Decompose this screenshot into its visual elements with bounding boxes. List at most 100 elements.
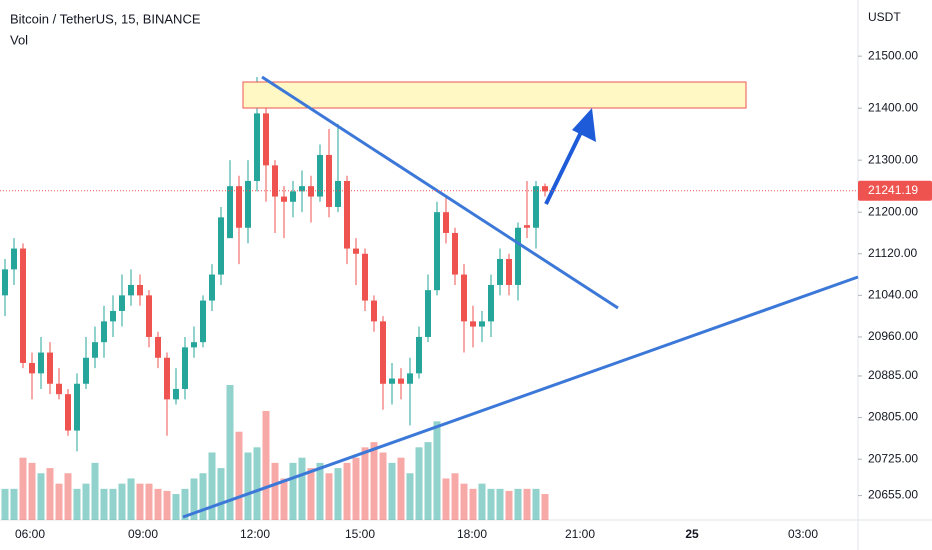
x-tick-label: 09:00 bbox=[128, 527, 158, 541]
volume-bar bbox=[289, 462, 297, 520]
candle-body bbox=[479, 321, 485, 327]
volume-bar bbox=[532, 488, 540, 520]
candle-body bbox=[497, 258, 503, 285]
volume-bar bbox=[19, 457, 27, 520]
axis-layer: 21500.00 21400.00 21300.00 21200.00 21120.00… bbox=[0, 48, 932, 541]
candle-body bbox=[290, 191, 296, 202]
x-tick-label: 18:00 bbox=[457, 527, 487, 541]
volume-bar bbox=[46, 468, 54, 520]
candle-body bbox=[416, 336, 422, 374]
y-tick-label: 21300.00 bbox=[868, 152, 918, 166]
volume-bar bbox=[163, 490, 171, 520]
volume-bar bbox=[73, 488, 81, 520]
volume-bar bbox=[433, 421, 441, 520]
y-tick-label: 21200.00 bbox=[868, 204, 918, 218]
volume-bar bbox=[379, 452, 387, 520]
candle-body bbox=[272, 165, 278, 197]
candle-body bbox=[56, 383, 62, 395]
x-tick-label: 15:00 bbox=[345, 527, 375, 541]
volume-bar bbox=[10, 488, 18, 520]
candle-body bbox=[173, 388, 179, 400]
candle-body bbox=[11, 248, 17, 270]
candle-body bbox=[533, 186, 539, 228]
volume-bar bbox=[1, 488, 9, 520]
candle-body bbox=[227, 186, 233, 239]
candle-body bbox=[209, 274, 215, 301]
x-tick-label: 21:00 bbox=[565, 527, 595, 541]
y-tick-label: 21120.00 bbox=[868, 246, 917, 260]
candle-body bbox=[92, 342, 98, 358]
volume-bar bbox=[469, 488, 477, 520]
candle-body bbox=[38, 352, 44, 374]
volume-bar bbox=[82, 483, 90, 520]
candle-body bbox=[146, 295, 152, 337]
volume-bar bbox=[55, 483, 63, 520]
volume-bar bbox=[307, 468, 315, 520]
x-tick-label: 03:00 bbox=[788, 527, 818, 541]
candle-body bbox=[407, 373, 413, 384]
candle-body bbox=[371, 300, 377, 322]
volume-bar bbox=[451, 473, 459, 520]
candle-body bbox=[83, 357, 89, 384]
candle-body bbox=[29, 362, 35, 374]
volume-bar bbox=[127, 478, 135, 520]
candle-body bbox=[524, 225, 530, 228]
x-tick-label: 12:00 bbox=[240, 527, 270, 541]
axis-unit: USDT bbox=[868, 10, 901, 24]
y-tick-label: 21400.00 bbox=[868, 100, 918, 114]
volume-bar bbox=[298, 457, 306, 520]
candle-body bbox=[461, 274, 467, 322]
trend-line-down bbox=[261, 75, 619, 310]
candle-body bbox=[164, 357, 170, 400]
volume-bar bbox=[244, 452, 252, 520]
volume-bar bbox=[28, 462, 36, 520]
candle-body bbox=[434, 212, 440, 291]
candle-body bbox=[191, 342, 197, 348]
volume-bar bbox=[460, 483, 468, 520]
candle-body bbox=[101, 321, 107, 343]
volume-bar bbox=[352, 457, 360, 520]
last-price-label: 21241.19 bbox=[868, 183, 918, 197]
volume-bar bbox=[514, 488, 522, 520]
volume-bar bbox=[226, 385, 234, 520]
trend-line-up bbox=[182, 275, 859, 519]
volume-bar bbox=[37, 473, 45, 520]
indicator-label: Vol bbox=[10, 32, 28, 47]
candle-body bbox=[344, 180, 350, 249]
volume-bar bbox=[361, 447, 369, 520]
volume-bar bbox=[280, 478, 288, 520]
candle-body bbox=[425, 290, 431, 337]
candle-body bbox=[299, 186, 305, 192]
candle-body bbox=[155, 336, 161, 358]
candle-body bbox=[200, 300, 206, 343]
y-tick-label: 20960.00 bbox=[868, 329, 918, 343]
candle-body bbox=[515, 227, 521, 285]
volume-bar bbox=[199, 473, 207, 520]
candle-body bbox=[506, 258, 512, 285]
volume-bar bbox=[253, 447, 261, 520]
volume-bar bbox=[388, 462, 396, 520]
x-tick-label: 25 bbox=[685, 527, 699, 541]
volume-bar bbox=[154, 488, 162, 520]
volume-bar bbox=[541, 494, 549, 520]
volume-layer bbox=[1, 385, 549, 520]
candle-body bbox=[263, 113, 269, 166]
y-tick-label: 20725.00 bbox=[868, 451, 918, 465]
volume-bar bbox=[217, 468, 225, 520]
candle-body bbox=[20, 248, 26, 363]
y-tick-label: 21040.00 bbox=[868, 288, 918, 302]
candle-body bbox=[245, 180, 251, 228]
volume-bar bbox=[397, 457, 405, 520]
volume-bar bbox=[172, 494, 180, 520]
candle-body bbox=[308, 186, 314, 197]
y-tick-label: 21500.00 bbox=[868, 48, 918, 62]
candle-body bbox=[110, 310, 116, 322]
volume-bar bbox=[523, 488, 531, 520]
volume-bar bbox=[100, 488, 108, 520]
volume-bar bbox=[145, 483, 153, 520]
last-price-badge bbox=[858, 180, 932, 201]
volume-bar bbox=[496, 488, 504, 520]
candle-body bbox=[65, 394, 71, 431]
volume-bar bbox=[343, 462, 351, 520]
